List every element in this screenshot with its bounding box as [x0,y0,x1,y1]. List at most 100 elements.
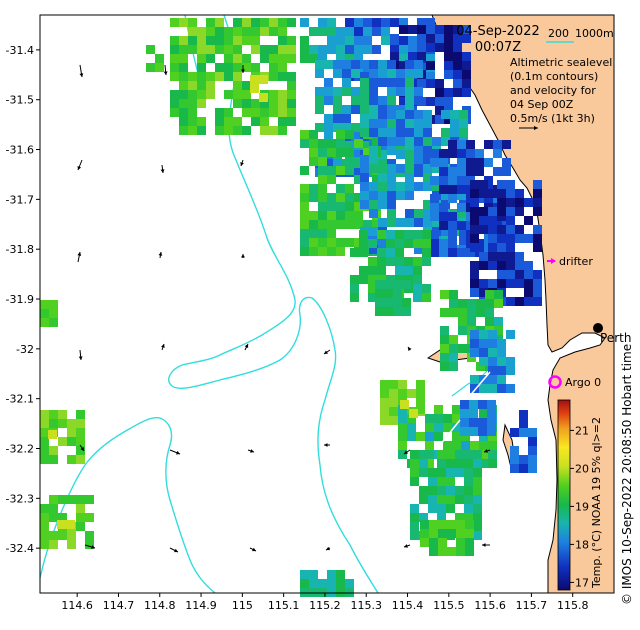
sst-pixel [387,137,396,146]
sst-pixel [260,45,269,54]
sst-pixel [215,63,224,72]
sst-pixel [287,18,296,27]
sst-pixel [457,203,466,212]
drifter-label: drifter [559,255,593,268]
sst-pixel [484,176,493,185]
sst-pixel [345,18,354,27]
sst-pixel [473,513,482,522]
sst-pixel [506,297,515,306]
sst-pixel [506,279,515,288]
sst-pixel [155,63,164,72]
sst-pixel [452,405,461,414]
sst-pixel [464,459,473,468]
sst-pixel [446,495,455,504]
sst-pixel [375,307,384,316]
sst-pixel [470,384,479,393]
sst-pixel [327,247,336,256]
x-tick-label: 114.6 [61,599,93,612]
sst-pixel [351,60,360,69]
sst-pixel [387,128,396,137]
sst-pixel [300,139,309,148]
sst-pixel [519,419,528,428]
velocity-arrowhead [163,71,168,75]
sst-pixel [58,495,67,504]
sst-pixel [188,36,197,45]
sst-pixel [170,18,179,27]
sst-pixel [453,79,462,88]
sst-pixel [390,18,399,27]
sst-pixel [269,63,278,72]
sst-pixel [413,257,422,266]
sst-pixel [493,149,502,158]
sst-pixel [438,547,447,556]
sst-pixel [410,459,419,468]
sst-pixel [188,99,197,108]
sst-pixel [336,220,345,229]
sst-pixel [479,441,488,450]
sst-pixel [395,266,404,275]
sst-pixel [475,158,484,167]
sst-pixel [414,119,423,128]
sst-pixel [413,266,422,275]
sst-pixel [233,27,242,36]
sst-pixel [206,90,215,99]
sst-pixel [469,409,478,418]
sst-pixel [333,69,342,78]
sst-pixel [363,220,372,229]
sst-pixel [387,110,396,119]
sst-pixel [336,148,345,157]
sst-pixel [428,468,437,477]
sst-pixel [396,110,405,119]
y-axis: -31.4 -31.5 -31.6 -31.7 -31.8 -31.9 -32 -32.1 -3… [6,44,40,555]
sst-pixel [461,432,470,441]
sst-pixel [470,375,479,384]
sst-pixel [215,27,224,36]
sst-pixel [488,261,497,270]
velocity-arrowhead [80,447,84,451]
sst-pixel [448,212,457,221]
sst-pixel [251,117,260,126]
sst-pixel [378,110,387,119]
info-box: Altimetric sealevel (0.1m contours) and … [510,56,612,130]
sst-pixel [300,247,309,256]
sst-pixel [368,275,377,284]
sst-pixel [446,477,455,486]
sst-pixel [269,72,278,81]
sst-pixel [405,182,414,191]
sst-pixel [300,184,309,193]
sst-pixel [300,220,309,229]
sst-pixel [464,486,473,495]
sst-pixel [396,105,405,114]
sst-pixel [444,88,453,97]
sst-pixel [426,54,435,63]
sst-pixel [324,159,333,168]
sst-pixel [528,437,537,446]
sst-pixel [278,54,287,63]
sst-pixel [278,72,287,81]
sst-pixel [398,432,407,441]
sst-pixel [67,540,76,549]
sst-pixel [533,207,542,216]
sst-pixel [387,200,396,209]
sst-pixel [300,238,309,247]
sst-pixel [479,180,488,189]
sst-pixel [360,114,369,123]
sst-pixel [375,289,384,298]
sst-pixel [470,330,479,339]
sst-pixel [309,184,318,193]
sst-pixel [494,326,503,335]
sst-pixel [389,389,398,398]
sst-pixel [410,531,419,540]
sst-pixel [407,432,416,441]
sst-pixel [76,495,85,504]
sst-pixel [369,227,378,236]
info-line-1: Altimetric sealevel [510,56,612,69]
sst-pixel [381,27,390,36]
sst-pixel [435,43,444,52]
sst-pixel [479,348,488,357]
sst-pixel [324,123,333,132]
sst-pixel [479,261,488,270]
sst-pixel [360,96,369,105]
sst-pixel [197,117,206,126]
sst-pixel [465,520,474,529]
